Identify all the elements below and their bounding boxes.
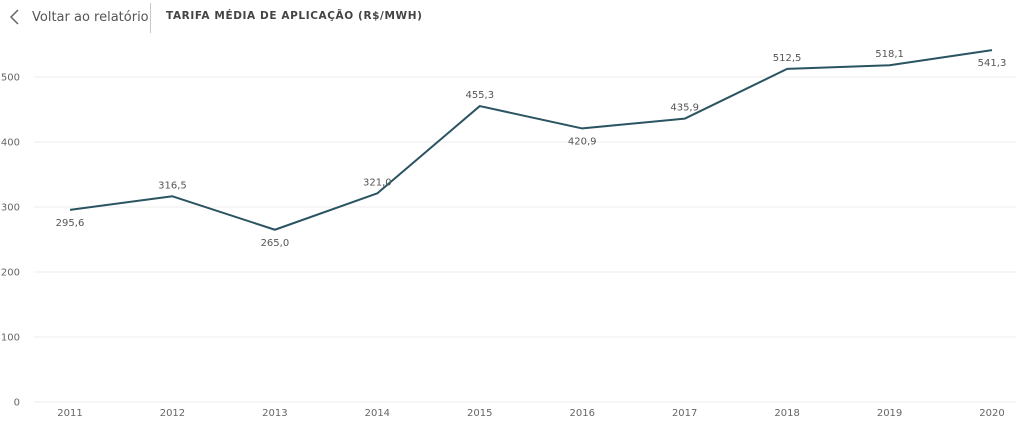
data-label: 435,9 [670,103,699,114]
header-divider [150,3,151,33]
series-line [69,49,993,231]
y-tick-label: 300 [1,203,20,214]
chart-title: TARIFA MÉDIA DE APLICAÇÃO (R$/MWH) [166,10,423,22]
x-tick-label: 2017 [672,408,697,419]
data-label: 295,6 [56,218,85,229]
data-label: 455,3 [465,90,494,101]
x-tick-label: 2016 [569,408,594,419]
back-to-report-button[interactable]: Voltar ao relatório [8,4,149,30]
top-bar: Voltar ao relatório TARIFA MÉDIA DE APLI… [0,0,1024,34]
data-label: 518,1 [875,49,904,60]
x-tick-label: 2011 [57,408,82,419]
y-tick-label: 100 [1,333,20,344]
y-tick-label: 400 [1,138,20,149]
x-tick-label: 2013 [262,408,287,419]
y-tick-label: 200 [1,268,20,279]
data-label: 316,5 [158,180,187,191]
x-tick-label: 2020 [979,408,1004,419]
x-tick-label: 2014 [365,408,390,419]
data-label: 321,0 [363,177,392,188]
data-label: 265,0 [261,238,290,249]
x-tick-label: 2012 [160,408,185,419]
data-label: 512,5 [773,53,802,64]
back-to-report-label: Voltar ao relatório [32,9,149,25]
x-tick-label: 2019 [877,408,902,419]
y-tick-label: 500 [1,73,20,84]
chevron-left-icon [9,9,19,25]
x-tick-label: 2015 [467,408,492,419]
data-label: 420,9 [568,136,597,147]
data-label: 541,3 [978,58,1007,69]
x-tick-label: 2018 [774,408,799,419]
y-tick-label: 0 [14,398,20,409]
